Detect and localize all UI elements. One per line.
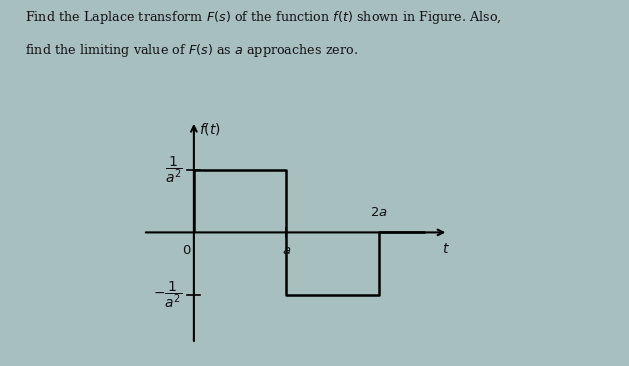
- Text: $-\dfrac{1}{a^2}$: $-\dfrac{1}{a^2}$: [153, 280, 183, 310]
- Text: $2a$: $2a$: [370, 206, 387, 219]
- Text: find the limiting value of $F(s)$ as $a$ approaches zero.: find the limiting value of $F(s)$ as $a$…: [25, 42, 358, 59]
- Text: $f(t)$: $f(t)$: [199, 121, 220, 137]
- Text: 0: 0: [182, 244, 191, 257]
- Text: $\dfrac{1}{a^2}$: $\dfrac{1}{a^2}$: [165, 154, 183, 185]
- Text: Find the Laplace transform $F(s)$ of the function $f(t)$ shown in Figure. Also,: Find the Laplace transform $F(s)$ of the…: [25, 9, 502, 26]
- Text: $a$: $a$: [282, 244, 291, 257]
- Text: $t$: $t$: [442, 242, 449, 256]
